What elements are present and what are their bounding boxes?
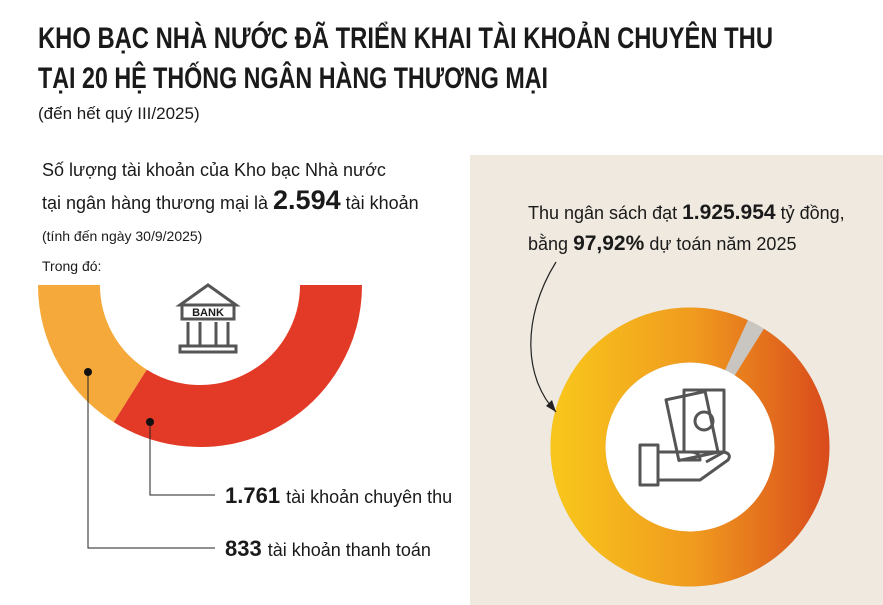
bank-icon [175, 283, 241, 354]
intro: tại ngân hàng thương mại là [42, 193, 269, 213]
bank-label: BANK [192, 307, 224, 319]
money-icon [638, 388, 731, 487]
note: (tính đến ngày 30/9/2025) [42, 228, 202, 244]
right-donut [550, 307, 830, 587]
legend: 1.761 tài khoản chuyên thu 833 tài khoản th… [225, 483, 452, 561]
legend-label: tài khoản chuyên thu [286, 487, 452, 507]
unit: tài khoản [346, 193, 419, 213]
dot [84, 368, 92, 376]
percent: 97,92% [573, 232, 645, 255]
donut-segment [113, 284, 362, 447]
revenue-unit: tỷ đồng, [781, 203, 845, 223]
legend-value: 833 [225, 536, 262, 561]
percent-text: bằng 97,92% dự toán năm 2025 [528, 232, 796, 255]
title: TẠI 20 HỆ THỐNG NGÂN HÀNG THƯƠNG MẠI [38, 61, 548, 95]
revenue: 1.925.954 [682, 201, 776, 224]
arrow-head [546, 400, 556, 412]
intro: Số lượng tài khoản của Kho bạc Nhà nước [42, 160, 386, 180]
left-donut [38, 283, 362, 447]
donut-segment [550, 307, 830, 587]
legend-entry: 833 tài khoản thanh toán [225, 536, 431, 561]
arrow [530, 261, 557, 413]
dot [146, 418, 154, 426]
breakdown: Trong đó: [42, 258, 101, 274]
subtitle: (đến hết quý III/2025) [38, 104, 200, 123]
percent-text: bằng [528, 233, 568, 254]
title: KHO BẠC NHÀ NƯỚC ĐÃ TRIỂN KHAI TÀI KHOẢN… [38, 21, 773, 55]
donut-segment [38, 283, 148, 423]
intro: tại ngân hàng thương mại là 2.594 tài kh… [42, 185, 419, 215]
total: 2.594 [273, 185, 341, 215]
revenue-text: Thu ngân sách đạt 1.925.954 tỷ đồng, [528, 201, 845, 224]
connectors [87, 372, 215, 549]
legend-entry: 1.761 tài khoản chuyên thu [225, 483, 452, 508]
legend-label: tài khoản thanh toán [268, 540, 431, 560]
percent-text: dự toán năm 2025 [649, 234, 796, 254]
legend-value: 1.761 [225, 483, 280, 508]
revenue-text: Thu ngân sách đạt [528, 203, 677, 223]
